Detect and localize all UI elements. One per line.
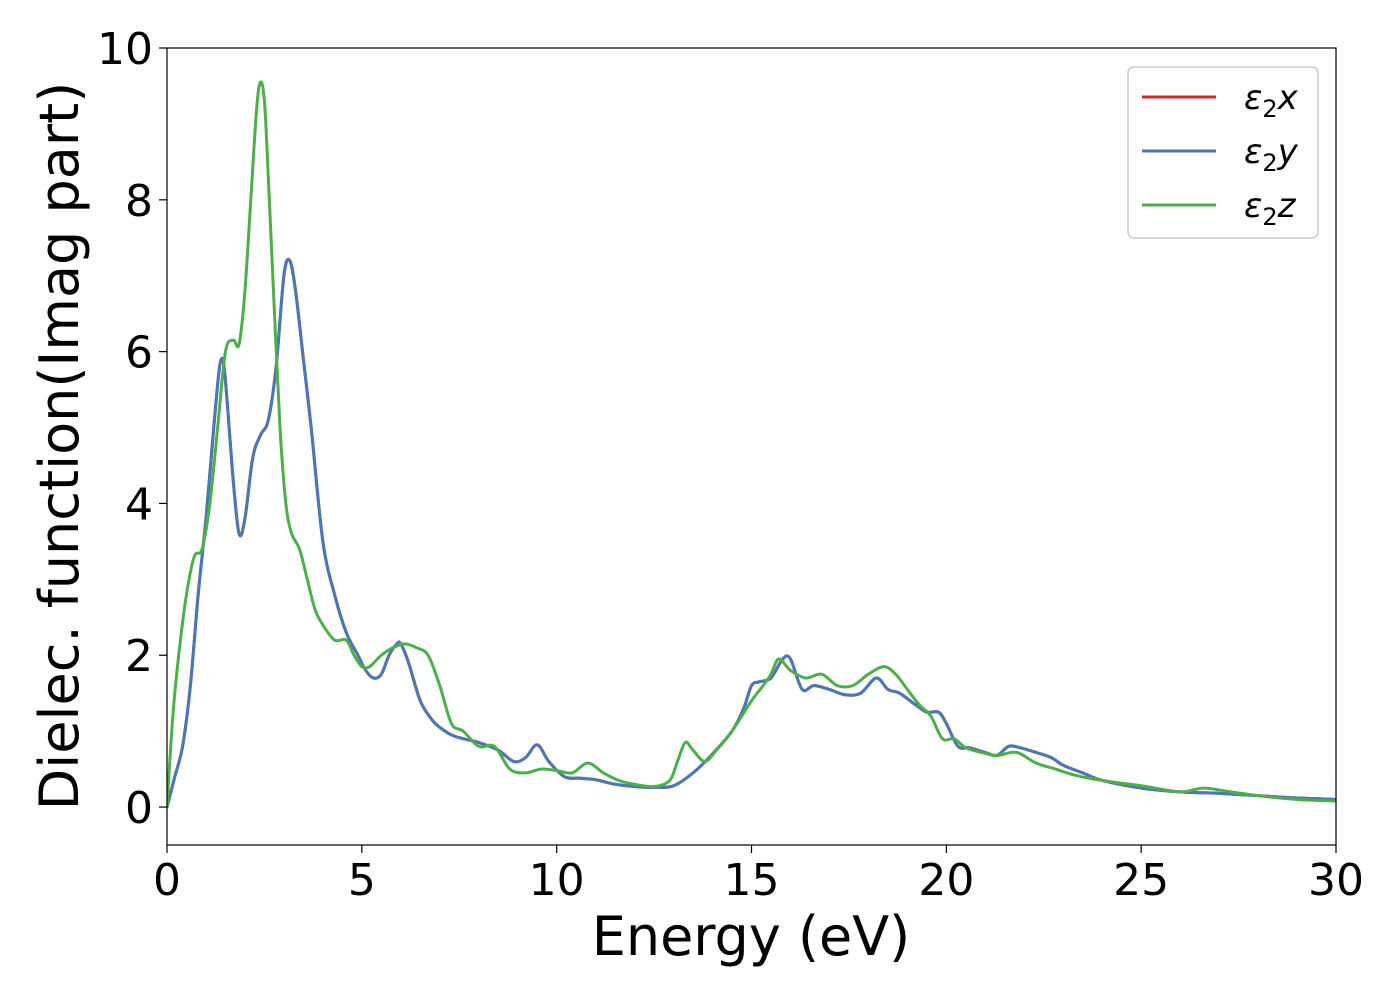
x-tick-label-0: 0	[153, 855, 181, 906]
series-line-3	[167, 80, 1336, 809]
y-tick-label-4: 8	[125, 176, 153, 227]
x-axis-ticks: 0 5 10 15 20 25 30	[153, 845, 1364, 906]
x-tick-label-4: 20	[918, 855, 974, 906]
x-tick-label-2: 10	[529, 855, 585, 906]
x-axis-title: Energy (eV)	[592, 905, 911, 968]
legend-label-1: ε2x	[1244, 78, 1299, 123]
y-axis-title: Dielec. function(Imag part)	[28, 82, 91, 811]
legend: ε2x ε2y ε2z	[1127, 66, 1319, 239]
legend-frame	[1127, 66, 1319, 239]
y-axis-ticks: 0 2 4 6 8 10	[97, 24, 167, 834]
y-tick-label-3: 6	[125, 328, 153, 379]
series-layer	[167, 80, 1336, 809]
y-tick-label-0: 0	[125, 783, 153, 834]
x-tick-label-3: 15	[724, 855, 780, 906]
x-tick-label-6: 30	[1308, 855, 1364, 906]
legend-label-2: ε2y	[1244, 132, 1299, 177]
y-tick-label-2: 4	[125, 479, 153, 530]
legend-label-3: ε2z	[1244, 186, 1297, 231]
x-tick-label-1: 5	[348, 855, 376, 906]
y-tick-label-1: 2	[125, 631, 153, 682]
x-tick-label-5: 25	[1113, 855, 1169, 906]
y-tick-label-5: 10	[97, 24, 153, 75]
